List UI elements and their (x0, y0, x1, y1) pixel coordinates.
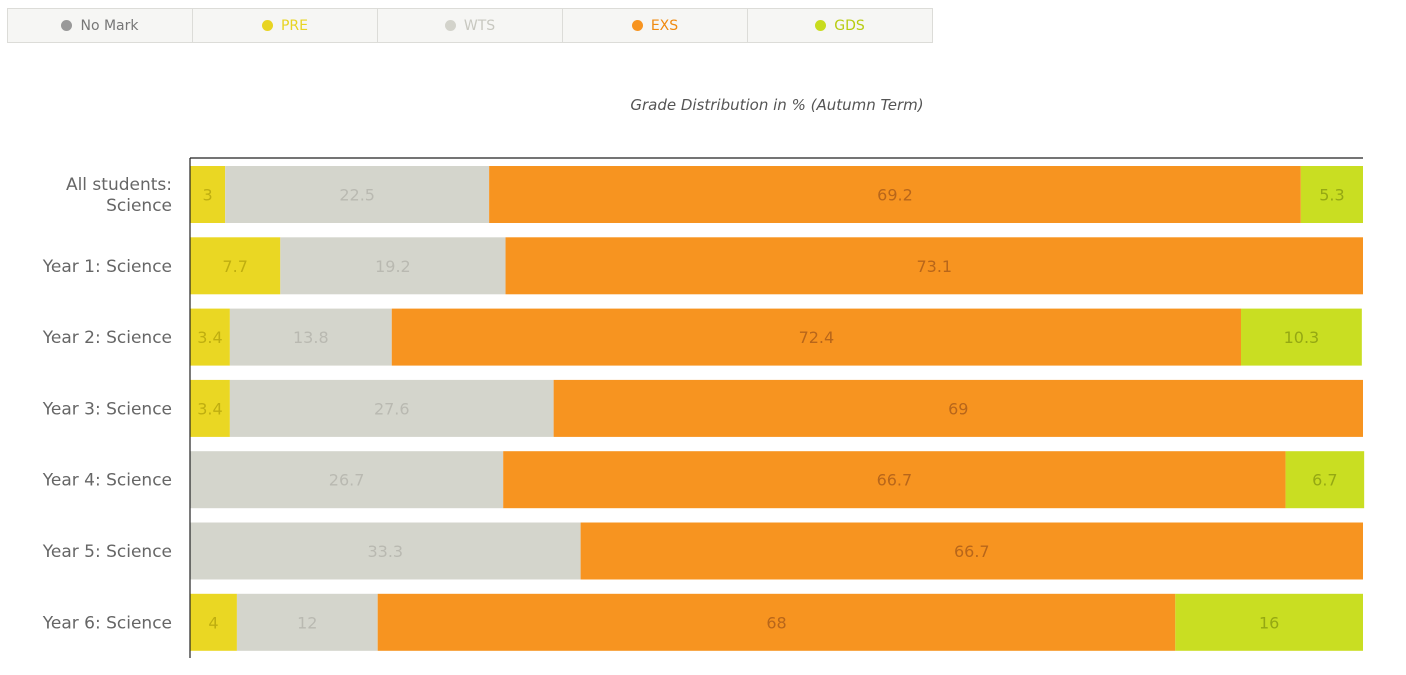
legend-label: WTS (463, 17, 496, 34)
data-label: 10.3 (1284, 328, 1320, 347)
data-label: 6.7 (1312, 471, 1337, 490)
category-label: Year 6: Science (42, 613, 172, 633)
category-label: Science (106, 196, 172, 216)
legend-dot-icon (631, 20, 643, 31)
bar-segment-exs[interactable] (503, 451, 1286, 509)
bar-segment-gds[interactable] (1300, 166, 1363, 223)
data-label: 12 (297, 613, 317, 632)
data-label: 5.3 (1319, 186, 1344, 205)
data-label: 3 (203, 186, 213, 205)
data-label: 3.4 (197, 399, 222, 418)
legend-dot-icon (261, 20, 273, 31)
bar-segment-pre[interactable] (190, 237, 281, 295)
legend-label: GDS (834, 17, 865, 34)
bar-segment-gds[interactable] (1175, 593, 1363, 651)
legend-item-gds[interactable]: GDS (747, 8, 933, 43)
bar-segment-exs[interactable] (580, 522, 1363, 580)
data-label: 4 (208, 613, 218, 632)
legend-dot-icon (61, 20, 73, 31)
legend-dot-icon (444, 20, 456, 31)
data-label: 26.7 (329, 471, 365, 490)
category-label: Year 5: Science (42, 542, 172, 562)
bar-segment-wts[interactable] (236, 593, 378, 651)
data-label: 16 (1259, 613, 1279, 632)
legend-label: PRE (280, 17, 308, 34)
bar-segment-pre[interactable] (190, 379, 230, 437)
bar-segment-exs[interactable] (391, 308, 1242, 366)
bar-segment-pre[interactable] (190, 593, 237, 651)
category-label: All students: (66, 175, 172, 195)
data-label: 66.7 (954, 542, 990, 561)
bar-segment-wts[interactable] (225, 166, 490, 223)
bar-segment-gds[interactable] (1285, 451, 1365, 509)
data-label: 69 (948, 399, 968, 418)
bar-segment-gds[interactable] (1241, 308, 1362, 366)
data-label: 33.3 (367, 542, 403, 561)
category-label: Year 1: Science (42, 257, 172, 277)
bar-segment-wts[interactable] (190, 451, 504, 509)
category-label: Year 4: Science (42, 471, 172, 491)
legend-item-pre[interactable]: PRE (192, 8, 378, 43)
legend-item-exs[interactable]: EXS (562, 8, 748, 43)
chart-title: Grade Distribution in % (Autumn Term) (630, 96, 924, 114)
bar-segment-wts[interactable] (229, 308, 392, 366)
data-label: 73.1 (916, 257, 952, 276)
data-label: 19.2 (375, 257, 411, 276)
bar-segment-exs[interactable] (553, 379, 1363, 437)
legend-item-no-mark[interactable]: No Mark (7, 8, 193, 43)
data-label: 72.4 (799, 328, 835, 347)
data-label: 22.5 (339, 186, 375, 205)
bar-segment-exs[interactable] (505, 237, 1363, 295)
data-label: 66.7 (877, 471, 913, 490)
data-label: 68 (766, 613, 786, 632)
category-label: Year 3: Science (42, 399, 172, 419)
legend-label: EXS (650, 17, 679, 34)
data-label: 27.6 (374, 399, 410, 418)
data-label: 69.2 (877, 186, 913, 205)
bar-segment-exs[interactable] (377, 593, 1176, 651)
bar-segment-wts[interactable] (229, 379, 554, 437)
legend-label: No Mark (80, 17, 139, 34)
data-label: 13.8 (293, 328, 329, 347)
bar-segment-pre[interactable] (190, 166, 226, 223)
bar-segment-wts[interactable] (190, 522, 581, 580)
legend: No Mark PRE WTS EXS GDS (7, 8, 933, 43)
legend-item-wts[interactable]: WTS (377, 8, 563, 43)
bar-segment-pre[interactable] (190, 308, 230, 366)
data-label: 7.7 (222, 257, 247, 276)
category-label: Year 2: Science (42, 328, 172, 348)
bar-segment-exs[interactable] (489, 166, 1301, 223)
data-label: 3.4 (197, 328, 222, 347)
bar-segment-wts[interactable] (280, 237, 506, 295)
legend-dot-icon (815, 20, 827, 31)
